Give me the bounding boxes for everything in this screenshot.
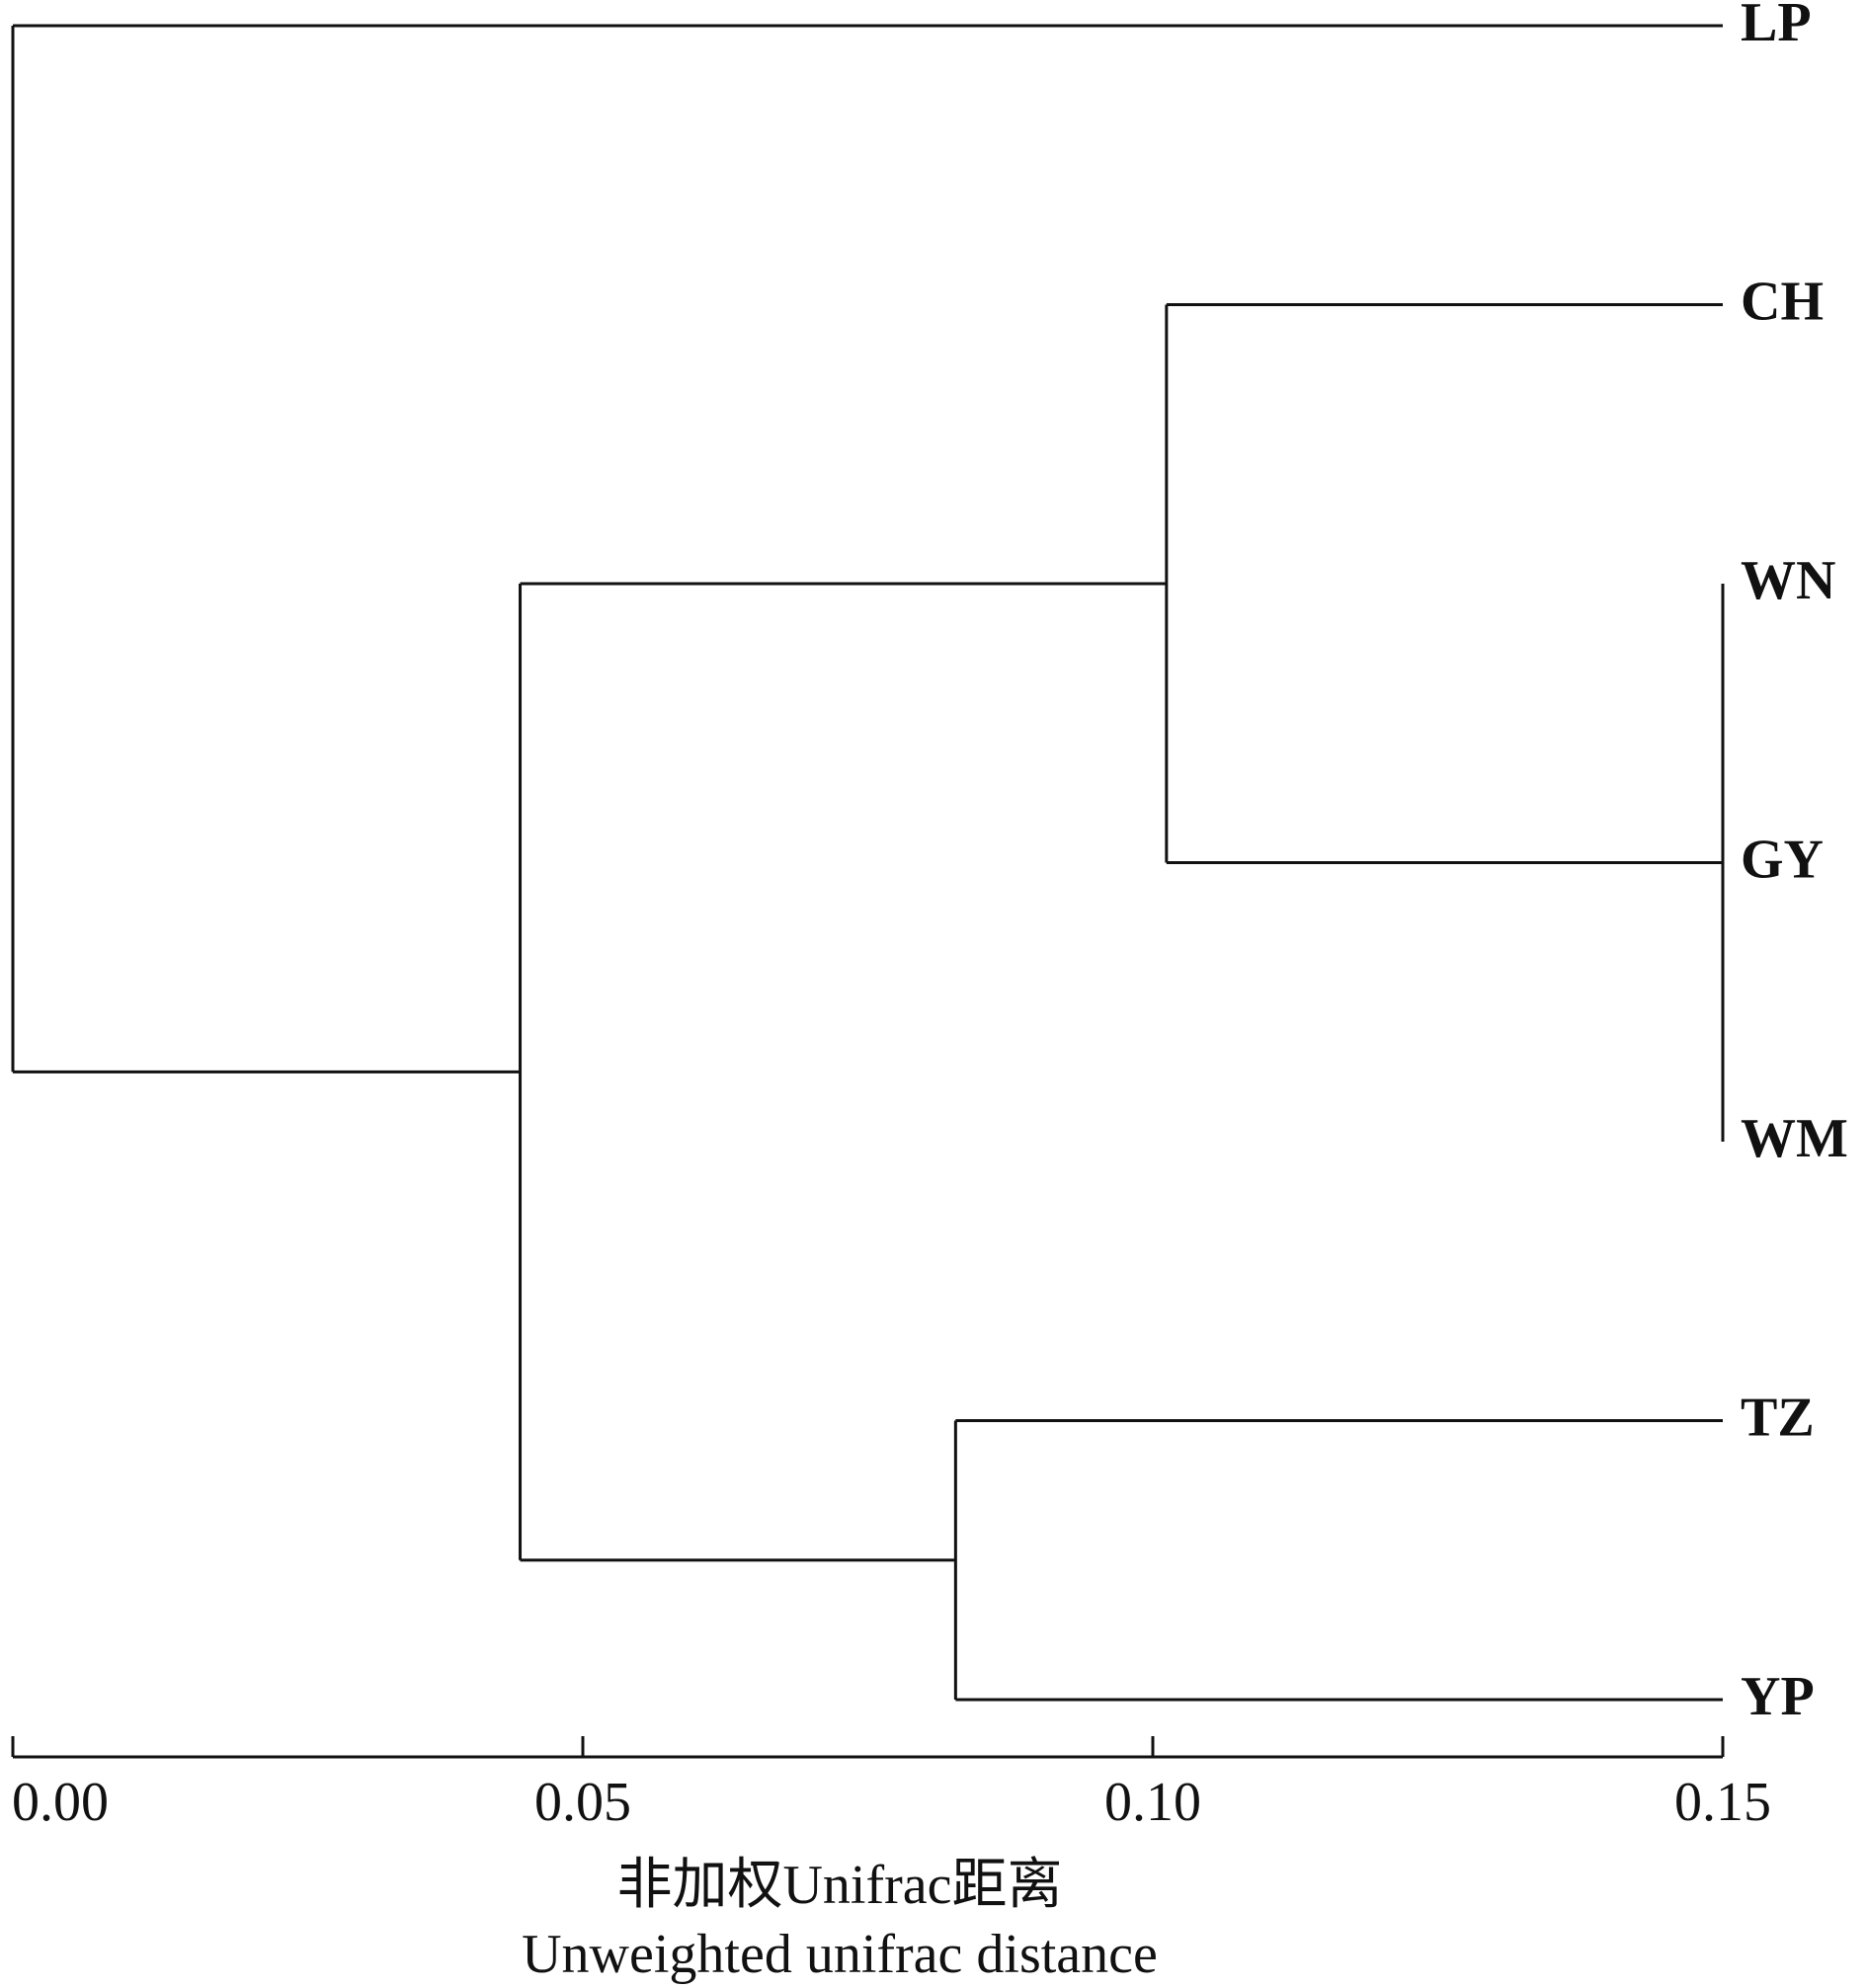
x-axis-label: 非加权Unifrac距离 bbox=[616, 1855, 1062, 1916]
x-tick-label: 0.10 bbox=[1104, 1772, 1201, 1833]
leaf-label: GY bbox=[1741, 829, 1824, 890]
leaf-label: YP bbox=[1741, 1666, 1815, 1727]
leaf-label: LP bbox=[1741, 0, 1812, 53]
x-tick-label: 0.05 bbox=[534, 1772, 631, 1833]
leaf-label: WM bbox=[1741, 1108, 1848, 1169]
leaf-label: CH bbox=[1741, 271, 1824, 332]
leaf-label: TZ bbox=[1741, 1387, 1815, 1448]
x-axis-label: Unweighted unifrac distance bbox=[522, 1924, 1158, 1985]
x-tick-label: 0.00 bbox=[12, 1772, 109, 1833]
x-tick-label: 0.15 bbox=[1674, 1772, 1771, 1833]
leaf-label: WN bbox=[1741, 550, 1835, 611]
